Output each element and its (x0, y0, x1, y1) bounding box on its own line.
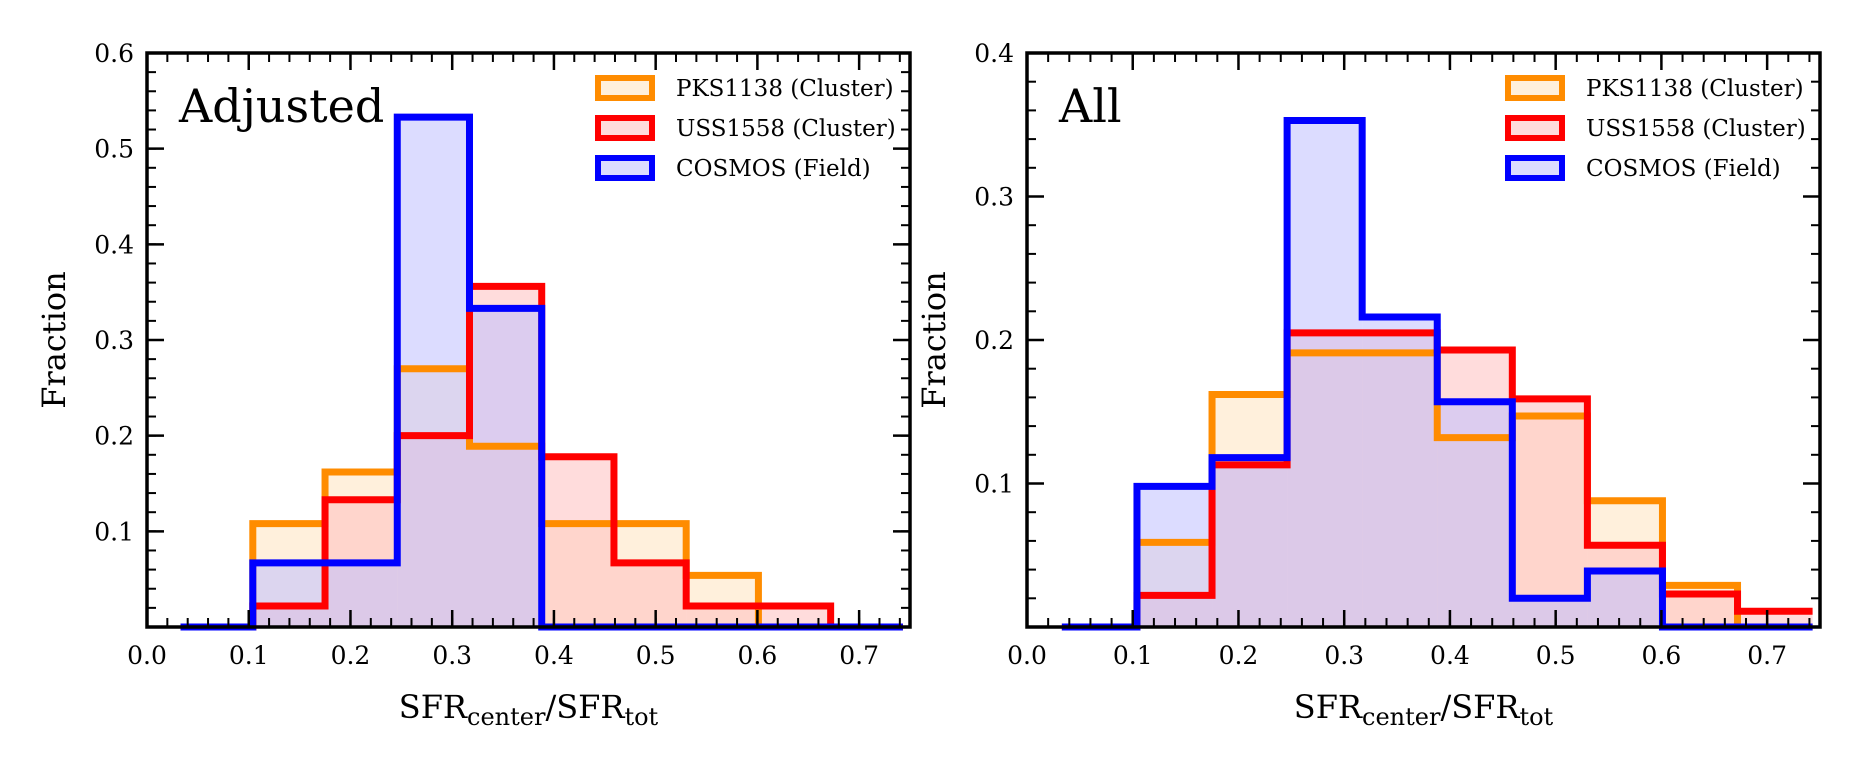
legend-swatch (595, 75, 655, 101)
legend-swatch (1505, 115, 1565, 141)
x-axis-title-subscript: center (1362, 703, 1441, 731)
bar-fill (1212, 457, 1288, 627)
bar-fill (1136, 486, 1213, 627)
legend-label: PKS1138 (Cluster) (676, 76, 894, 102)
legend-label: PKS1138 (Cluster) (1586, 76, 1804, 102)
bar-fill (1662, 593, 1738, 627)
legend-label: COSMOS (Field) (676, 156, 871, 182)
legend-label: USS1558 (Cluster) (1586, 116, 1806, 142)
legend-label: COSMOS (Field) (1586, 156, 1781, 182)
legend-swatch (595, 115, 655, 141)
x-tick-label: 0.3 (1324, 641, 1364, 670)
x-tick-label: 0.3 (432, 641, 472, 670)
y-tick-label: 0.1 (94, 517, 134, 546)
x-axis-title-part: SFR (556, 688, 625, 726)
x-axis-title-part: SFR (1294, 688, 1363, 726)
bar-fill (1512, 398, 1588, 627)
y-tick-label: 0.2 (94, 422, 134, 451)
y-tick-label: 0.3 (974, 183, 1014, 212)
x-axis-title-subscript: tot (624, 703, 658, 731)
y-axis-title: Fraction (35, 271, 73, 408)
x-tick-label: 0.7 (839, 641, 879, 670)
series-outline-2 (180, 282, 903, 631)
x-tick-label: 0.5 (1536, 641, 1576, 670)
x-tick-label: 0.4 (1430, 641, 1470, 670)
bar-fill (252, 562, 326, 627)
bar-fill (1512, 598, 1588, 627)
bar-fill (1737, 611, 1813, 627)
panel-label: Adjusted (178, 79, 384, 133)
x-axis-title-part: / (545, 688, 556, 726)
bar-fill (1587, 571, 1663, 627)
y-tick-label: 0.4 (974, 39, 1014, 68)
bar-fill (1362, 317, 1438, 627)
x-tick-label: 0.2 (1219, 641, 1259, 670)
x-axis-title: SFRcenter/SFRtot (1294, 688, 1554, 731)
bar-fill (469, 308, 542, 627)
x-tick-label: 0.1 (229, 641, 269, 670)
plot-frame (1025, 51, 1822, 629)
legend-swatch (595, 155, 655, 181)
x-tick-label: 0.4 (534, 641, 574, 670)
x-axis-title-part: SFR (399, 688, 468, 726)
x-axis-title-subscript: center (467, 703, 546, 731)
y-axis-title: Fraction (915, 271, 953, 408)
bar-fill (686, 605, 759, 627)
x-tick-label: 0.2 (331, 641, 371, 670)
panel-label: All (1058, 79, 1122, 133)
y-tick-label: 0.5 (94, 135, 134, 164)
legend: PKS1138 (Cluster) USS1558 (Cluster) COSMOS… (595, 75, 896, 182)
y-tick-label: 0.4 (94, 230, 134, 259)
series-outline-1 (180, 365, 903, 631)
x-tick-label: 0.1 (1113, 641, 1153, 670)
chart-panel-1: 0.0 0.1 0.2 0.3 0.4 0.5 0.6 0.7 0.1 0.2 0.3 0.4 0.5 0… (35, 39, 912, 731)
legend: PKS1138 (Cluster) USS1558 (Cluster) COSMOS… (1505, 75, 1806, 182)
y-tick-label: 0.1 (974, 470, 1014, 499)
bar-fill (541, 456, 614, 627)
bar-fill (325, 562, 398, 627)
x-tick-label: 0.7 (1747, 641, 1787, 670)
plot-frame (145, 51, 912, 629)
x-axis-title: SFRcenter/SFRtot (399, 688, 659, 731)
y-tick-label: 0.6 (94, 39, 134, 68)
x-tick-label: 0.5 (636, 641, 676, 670)
bar-fill (758, 605, 831, 627)
chart-panel-2: 0.0 0.1 0.2 0.3 0.4 0.5 0.6 0.7 0.1 0.2 0.3 0.4 All P… (915, 39, 1822, 731)
series-outline-3 (1061, 116, 1813, 631)
x-tick-label: 0.0 (1007, 641, 1047, 670)
bar-fill (613, 562, 687, 627)
x-tick-label: 0.0 (127, 641, 167, 670)
x-tick-label: 0.6 (738, 641, 778, 670)
bar-fill (1287, 120, 1363, 627)
y-tick-label: 0.2 (974, 326, 1014, 355)
x-axis-title-part: SFR (1451, 688, 1520, 726)
x-axis-title-subscript: tot (1519, 703, 1553, 731)
series-fill-3 (1136, 120, 1663, 627)
x-tick-label: 0.6 (1642, 641, 1682, 670)
legend-label: USS1558 (Cluster) (676, 116, 896, 142)
legend-swatch (1505, 75, 1565, 101)
legend-swatch (1505, 155, 1565, 181)
y-tick-label: 0.3 (94, 326, 134, 355)
x-axis-title-part: / (1440, 688, 1451, 726)
